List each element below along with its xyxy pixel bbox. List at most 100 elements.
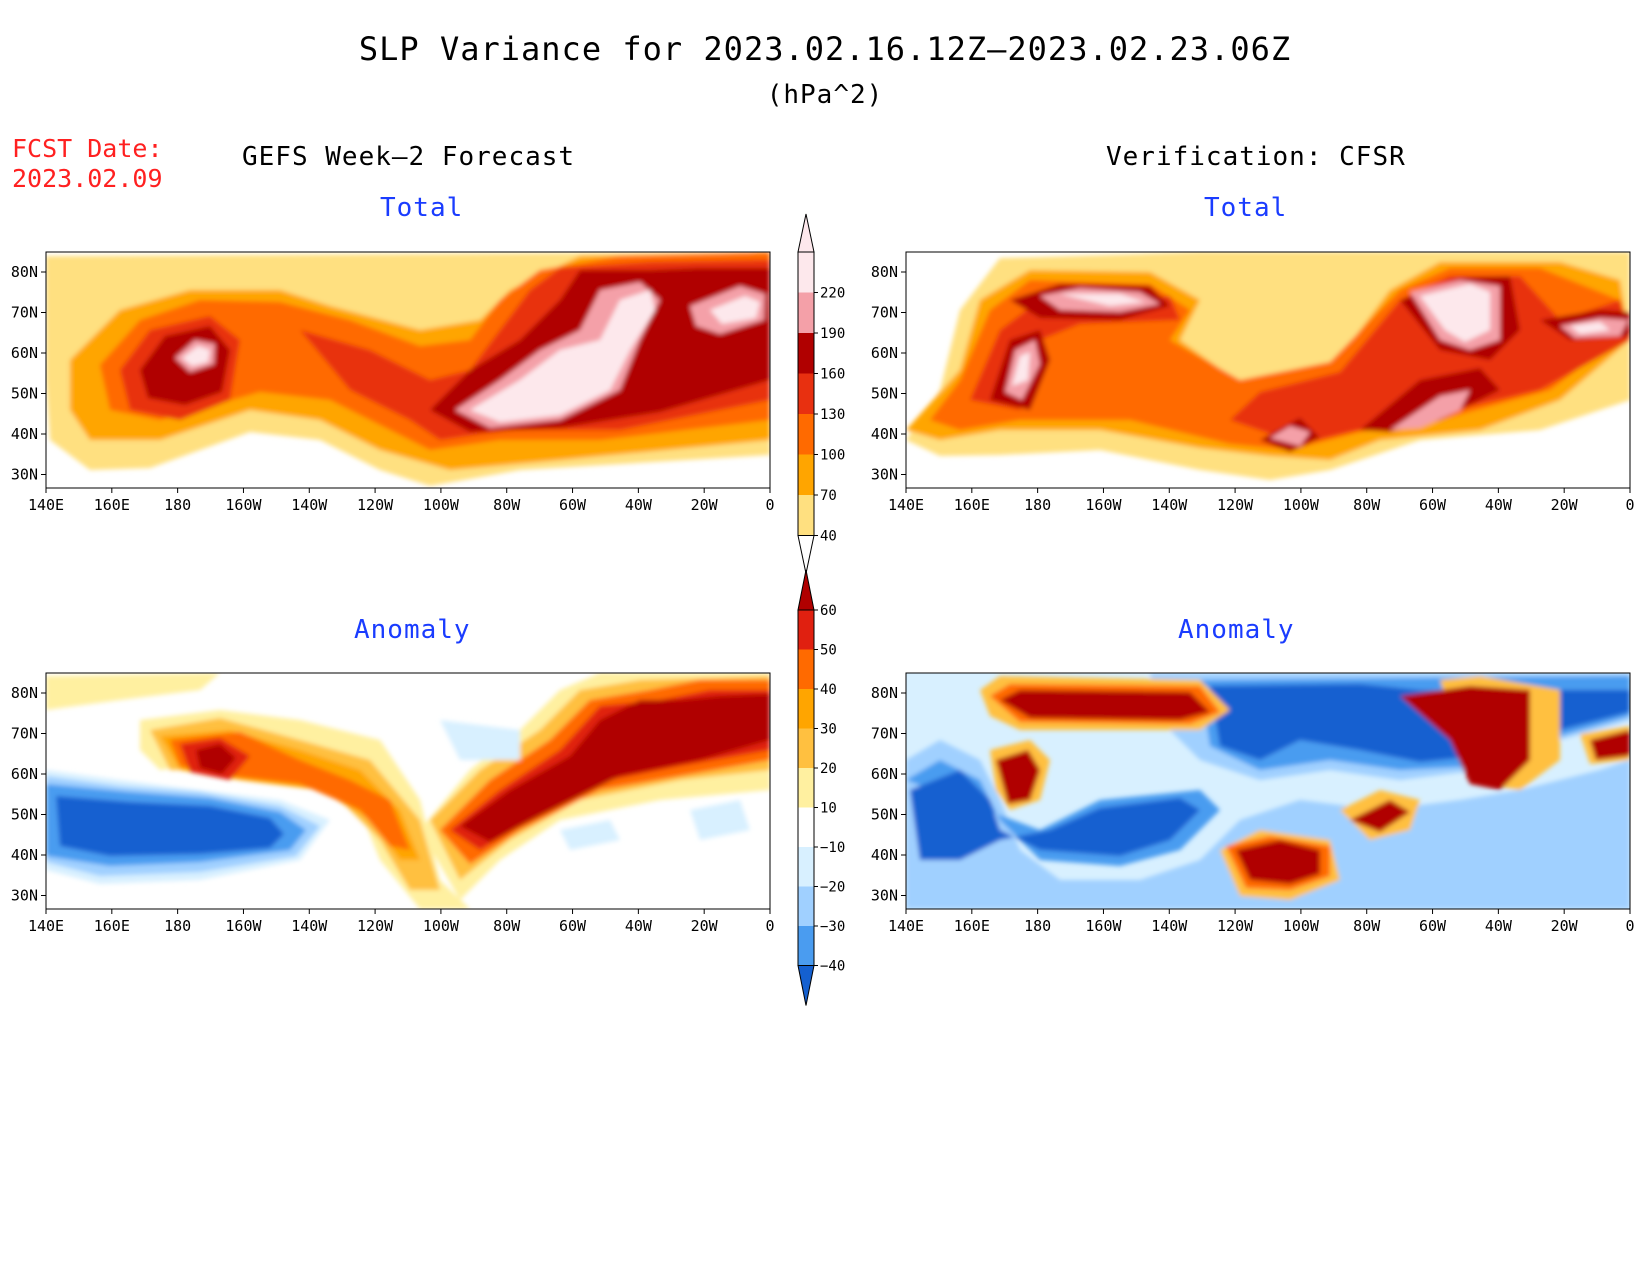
lon-tick-label: 80W (493, 917, 521, 935)
lat-tick-label: 60N (11, 344, 38, 362)
lon-tick-label: 60W (1419, 496, 1447, 514)
colorbar-cap-bottom (797, 535, 815, 574)
colorbar-level-label: 50 (820, 643, 837, 659)
colorbar-swatch (798, 807, 814, 847)
lat-tick-label: 40N (11, 846, 38, 864)
colorbar-level-label: 30 (820, 722, 837, 738)
colorbar-swatch (798, 886, 814, 926)
colorbar-level-label: 130 (820, 407, 845, 423)
colorbar-swatch (798, 649, 814, 689)
lon-tick-label: 0 (1625, 496, 1634, 514)
lon-tick-label: 160W (225, 496, 262, 514)
lon-tick-label: 180 (164, 917, 191, 935)
lon-tick-label: 100W (1283, 917, 1320, 935)
lat-tick-label: 80N (871, 684, 898, 702)
lon-tick-label: 160E (954, 496, 990, 514)
colorbar-swatch (798, 847, 814, 887)
lon-tick-label: 0 (765, 917, 774, 935)
lat-tick-label: 50N (11, 806, 38, 824)
colorbar-level-label: 220 (820, 286, 845, 302)
lat-tick-label: 30N (11, 466, 38, 484)
lon-tick-label: 120W (357, 917, 394, 935)
colorbar-level-label: −30 (820, 919, 845, 935)
colorbar-level-label: 70 (820, 488, 837, 504)
colorbar-level-label: 100 (820, 448, 845, 464)
lon-tick-label: 80W (1353, 917, 1381, 935)
verification-anomaly-map (905, 672, 1631, 910)
lon-tick-label: 120W (1217, 917, 1254, 935)
forecast-date-value: 2023.02.09 (12, 164, 163, 193)
forecast-date-label: FCST Date: (12, 134, 163, 163)
colorbar-anomaly: 60 50 40 30 20 10 −10 −20 −30 −40 (797, 569, 845, 1006)
verification-total-title: Total (1204, 193, 1288, 223)
lon-tick-label: 60W (1419, 917, 1447, 935)
colorbar-swatch (798, 252, 814, 293)
lon-tick-label: 100W (423, 917, 460, 935)
lon-tick-label: 120W (1217, 496, 1254, 514)
main-title: SLP Variance for 2023.02.16.12Z–2023.02.… (358, 30, 1292, 68)
colorbar-level-label: 60 (820, 603, 837, 619)
lon-tick-label: 20W (1551, 917, 1579, 935)
forecast-total-title: Total (380, 193, 464, 223)
colorbar-swatch (798, 292, 814, 333)
lon-tick-label: 180 (1024, 917, 1051, 935)
units-label: (hPa^2) (766, 80, 884, 110)
lat-tick-label: 60N (871, 344, 898, 362)
verification-anomaly-title: Anomaly (1178, 615, 1295, 645)
colorbar-swatch (798, 414, 814, 455)
colorbar-cap-top (797, 569, 815, 611)
lon-tick-label: 100W (1283, 496, 1320, 514)
lon-tick-label: 60W (559, 496, 587, 514)
lon-tick-label: 180 (164, 496, 191, 514)
lat-tick-label: 70N (871, 304, 898, 322)
forecast-anomaly-map (45, 672, 771, 910)
verification-column-title: Verification: CFSR (1106, 142, 1406, 172)
lon-tick-label: 180 (1024, 496, 1051, 514)
lat-tick-label: 70N (871, 725, 898, 743)
lat-tick-label: 30N (11, 887, 38, 905)
colorbar-swatch (798, 495, 814, 536)
colorbar-total: 40 70 100 130 160 190 220 (797, 213, 845, 574)
lat-tick-label: 80N (11, 263, 38, 281)
lat-tick-label: 80N (11, 684, 38, 702)
colorbar-swatch (798, 373, 814, 414)
lon-tick-label: 140W (1151, 496, 1188, 514)
colorbar-swatch (798, 689, 814, 729)
lon-tick-label: 140E (888, 917, 924, 935)
lat-tick-label: 60N (871, 765, 898, 783)
colorbar-swatch (798, 768, 814, 808)
lon-tick-label: 160E (954, 917, 990, 935)
lon-tick-label: 0 (765, 496, 774, 514)
lon-tick-label: 120W (357, 496, 394, 514)
lon-tick-label: 140E (28, 496, 64, 514)
colorbar-swatch (798, 333, 814, 374)
lon-tick-label: 20W (1551, 496, 1579, 514)
lat-tick-label: 50N (871, 806, 898, 824)
lon-tick-label: 40W (1485, 917, 1513, 935)
lat-tick-label: 70N (11, 725, 38, 743)
lon-tick-label: 160W (225, 917, 262, 935)
colorbar-level-label: −40 (820, 959, 845, 975)
lon-tick-label: 60W (559, 917, 587, 935)
forecast-column-title: GEFS Week–2 Forecast (242, 142, 576, 172)
lon-tick-label: 20W (691, 917, 719, 935)
colorbar-level-label: 20 (820, 761, 837, 777)
colorbar-swatch (798, 926, 814, 966)
lon-tick-label: 100W (423, 496, 460, 514)
lat-tick-label: 60N (11, 765, 38, 783)
verification-total-map (905, 251, 1631, 489)
lat-tick-label: 40N (11, 425, 38, 443)
colorbar-cap-top (797, 213, 815, 253)
colorbar-level-label: 160 (820, 367, 845, 383)
lat-tick-label: 80N (871, 263, 898, 281)
colorbar-swatch (798, 454, 814, 495)
colorbar-level-label: −20 (820, 880, 845, 896)
forecast-anomaly-title: Anomaly (354, 615, 471, 645)
lon-tick-label: 160W (1085, 917, 1122, 935)
colorbar-swatch (798, 728, 814, 768)
lon-tick-label: 80W (493, 496, 521, 514)
forecast-date: FCST Date: 2023.02.09 (12, 134, 163, 194)
lon-tick-label: 140W (291, 917, 328, 935)
colorbar-swatch (798, 610, 814, 650)
